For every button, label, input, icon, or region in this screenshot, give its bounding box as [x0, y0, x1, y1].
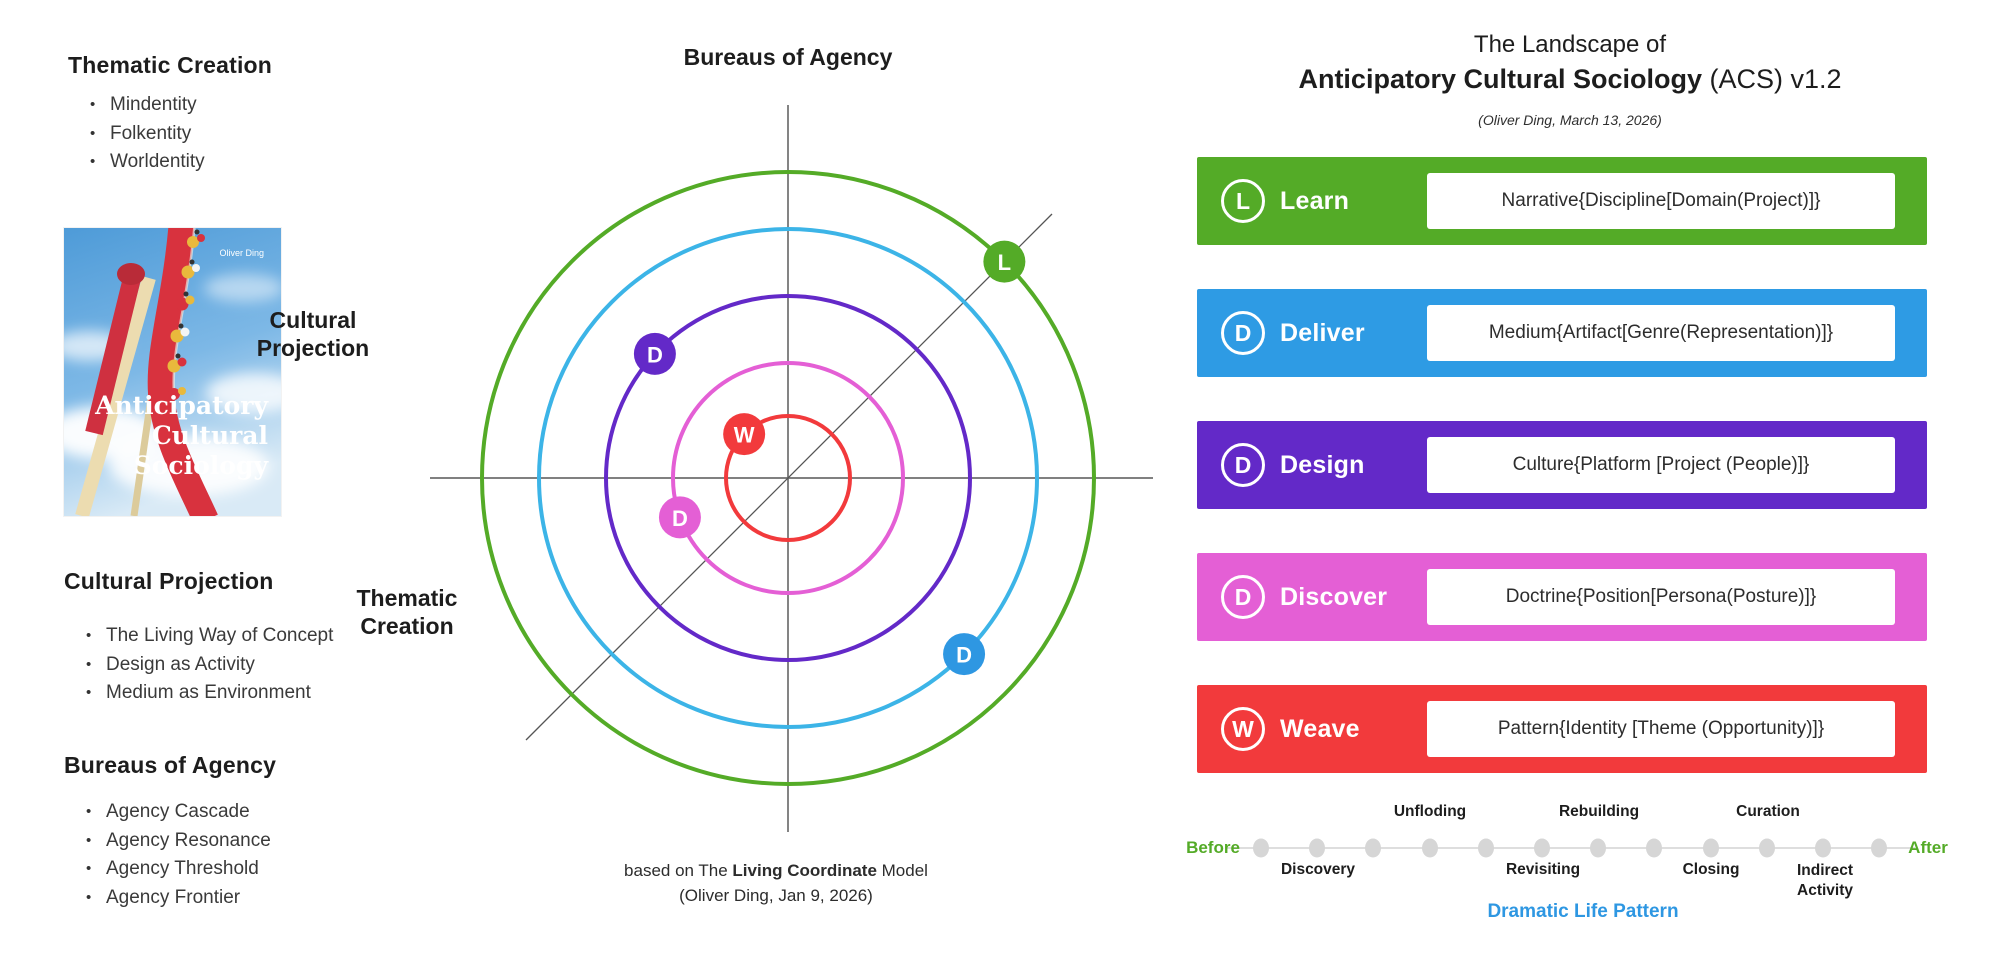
dramatic-life-pattern-timeline: Before After Unfloding Rebuilding Curati…: [1180, 795, 1960, 955]
ring-design: [604, 294, 972, 662]
list-item: Agency Cascade: [64, 798, 276, 827]
list-item: The Living Way of Concept: [64, 622, 333, 651]
letter-badge: W: [1221, 707, 1265, 751]
landscape-title: The Landscape of Anticipatory Cultural S…: [1180, 30, 1960, 128]
landscape-row-learn: L Learn Narrative{Discipline[Domain(Proj…: [1197, 157, 1927, 245]
section-bureaus-of-agency: Bureaus of Agency Agency Cascade Agency …: [64, 752, 276, 912]
row-label: Design: [1280, 450, 1365, 479]
markers-layer: L D D D W: [633, 240, 1026, 676]
svg-text:D: D: [956, 643, 972, 668]
ring-weave: [724, 414, 852, 542]
svg-text:Cultural: Cultural: [152, 421, 268, 450]
timeline-label-rebuilding: Rebuilding: [1558, 803, 1640, 820]
landscape-row-discover: D Discover Doctrine{Position[Persona(Pos…: [1197, 553, 1927, 641]
timeline-dot: [1590, 838, 1607, 858]
marker-discover: D: [658, 496, 701, 539]
ring-deliver: [537, 227, 1039, 729]
section-title: Cultural Projection: [64, 568, 274, 594]
letter-badge: D: [1221, 443, 1265, 487]
row-label: Learn: [1280, 186, 1350, 215]
marker-weave: W: [723, 413, 766, 456]
letter-badge: L: [1221, 179, 1265, 223]
list-item: Worldentity: [68, 148, 272, 177]
timeline-label-closing: Closing: [1682, 861, 1740, 878]
svg-text:D: D: [647, 342, 663, 367]
axis-label-thematic-creation: Thematic Creation: [356, 585, 458, 639]
svg-text:W: W: [734, 423, 755, 448]
row-label: Discover: [1280, 582, 1388, 611]
row-label: Deliver: [1280, 318, 1365, 347]
timeline-dot: [1646, 838, 1663, 858]
caption-line1: based on The Living Coordinate Model: [624, 861, 928, 880]
ring-learn: [480, 170, 1096, 786]
landscape-row-design: D Design Culture{Platform [Project (Peop…: [1197, 421, 1927, 509]
timeline-before-label: Before: [1186, 838, 1240, 857]
axis-label-bureaus-of-agency: Bureaus of Agency: [683, 44, 893, 70]
timeline-label-indirect-activity: Indirect Activity: [1797, 862, 1853, 899]
list-item: Agency Threshold: [64, 855, 276, 884]
marker-deliver: D: [943, 633, 986, 676]
book-title: Anticipatory Cultural Sociology: [94, 391, 269, 480]
marker-design: D: [633, 332, 676, 375]
list-item: Folkentity: [68, 120, 272, 149]
caption-line2: (Oliver Ding, Jan 9, 2026): [679, 886, 873, 905]
list-item: Agency Resonance: [64, 827, 276, 856]
list-item: Mindentity: [68, 91, 272, 120]
bureaus-list: Agency Cascade Agency Resonance Agency T…: [64, 798, 276, 912]
timeline-dot: [1871, 838, 1888, 858]
timeline-dot: [1365, 838, 1382, 858]
book-author: Oliver Ding: [219, 248, 264, 258]
row-label: Weave: [1280, 714, 1360, 743]
landscape-row-weave: W Weave Pattern{Identity [Theme (Opportu…: [1197, 685, 1927, 773]
formula-box: Doctrine{Position[Persona(Posture)]}: [1427, 569, 1895, 625]
marker-learn: L: [983, 240, 1026, 283]
rings-layer: [480, 170, 1096, 786]
timeline-dot: [1309, 838, 1326, 858]
timeline-label-unfloding: Unfloding: [1393, 803, 1467, 820]
list-item: Medium as Environment: [64, 679, 333, 708]
timeline-dot: [1534, 838, 1550, 858]
thematic-list: Mindentity Folkentity Worldentity: [68, 91, 272, 177]
timeline-footer: Dramatic Life Pattern: [1487, 901, 1679, 922]
svg-text:Anticipatory: Anticipatory: [94, 391, 269, 420]
book-riders: [167, 229, 205, 400]
title-subtitle: (Oliver Ding, March 13, 2026): [1478, 112, 1662, 128]
cultural-list: The Living Way of Concept Design as Acti…: [64, 622, 333, 708]
formula-box: Culture{Platform [Project (People)]}: [1427, 437, 1895, 493]
timeline-dot: [1421, 838, 1438, 858]
ring-discover: [671, 361, 905, 595]
formula-box: Medium{Artifact[Genre(Representation)]}: [1427, 305, 1895, 361]
timeline-label-revisiting: Revisiting: [1505, 861, 1581, 878]
timeline-dot: [1702, 838, 1719, 858]
section-thematic-creation: Thematic Creation Mindentity Folkentity …: [68, 52, 272, 177]
timeline-label-discovery: Discovery: [1280, 861, 1356, 878]
timeline-after-label: After: [1908, 838, 1948, 857]
title-line2: Anticipatory Cultural Sociology (ACS) v1…: [1298, 64, 1842, 94]
axis-label-cultural-projection: Cultural Projection: [256, 307, 370, 361]
section-title: Bureaus of Agency: [64, 752, 277, 778]
book-cover: Oliver Ding Anticipatory Cultural Sociol…: [64, 228, 281, 516]
timeline-dot: [1253, 838, 1269, 858]
timeline-dot: [1758, 838, 1775, 858]
svg-text:D: D: [672, 506, 688, 531]
letter-badge: D: [1221, 575, 1265, 619]
timeline-line: [1225, 847, 1915, 849]
section-cultural-projection: Cultural Projection The Living Way of Co…: [64, 568, 333, 708]
list-item: Agency Frontier: [64, 884, 276, 913]
landscape-row-deliver: D Deliver Medium{Artifact[Genre(Represen…: [1197, 289, 1927, 377]
living-coordinate-diagram: L D D D W: [430, 105, 1153, 832]
timeline-label-curation: Curation: [1736, 803, 1800, 820]
title-line1: The Landscape of: [1473, 31, 1667, 58]
formula-box: Narrative{Discipline[Domain(Project)]}: [1427, 173, 1895, 229]
svg-text:L: L: [998, 250, 1011, 275]
svg-text:Sociology: Sociology: [134, 451, 270, 480]
diagram-caption: based on The Living Coordinate Model (Ol…: [576, 858, 976, 908]
timeline-dot: [1815, 838, 1831, 858]
list-item: Design as Activity: [64, 651, 333, 680]
letter-badge: D: [1221, 311, 1265, 355]
formula-box: Pattern{Identity [Theme (Opportunity)]}: [1427, 701, 1895, 757]
timeline-dot: [1477, 838, 1494, 858]
section-title: Thematic Creation: [68, 52, 273, 78]
